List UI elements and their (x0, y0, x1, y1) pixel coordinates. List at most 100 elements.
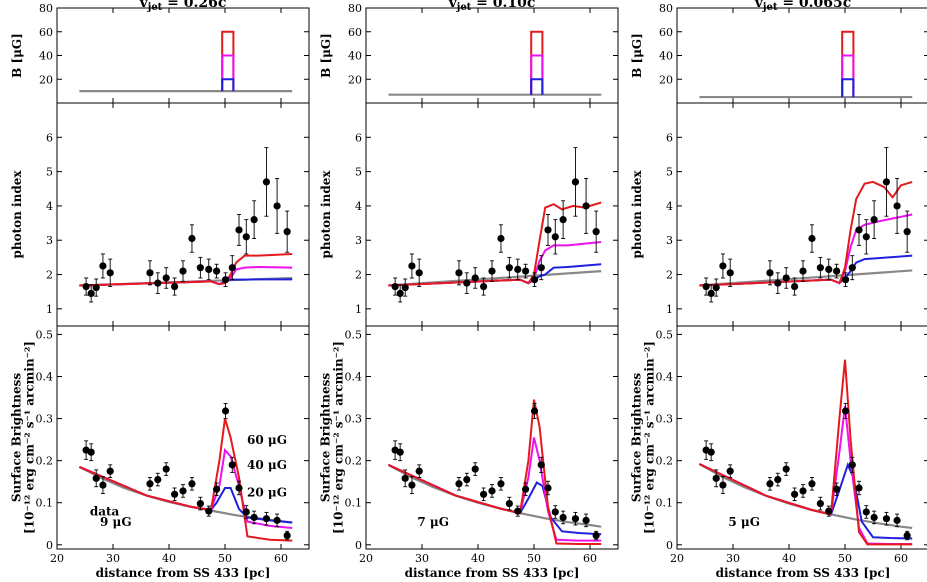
y-tick-label: 0.2 (36, 455, 54, 468)
data-point (799, 267, 807, 275)
data-point (799, 487, 807, 495)
y-tick-label: 0.1 (656, 497, 674, 510)
data-point (488, 267, 496, 275)
data-point (707, 448, 715, 456)
data-point (882, 178, 891, 186)
panel-title-v: v (754, 0, 764, 11)
data-point (816, 264, 824, 272)
data-point (87, 289, 95, 298)
data-point (106, 269, 114, 277)
y-tick-label: 20 (348, 73, 362, 86)
data-point (99, 262, 107, 270)
x-tick-label: 50 (218, 552, 232, 565)
x-tick-label: 60 (894, 552, 908, 565)
data-point (522, 485, 530, 493)
data-point (808, 480, 816, 488)
x-tick-label: 50 (527, 552, 541, 565)
data-point (774, 279, 782, 287)
data-point (154, 475, 162, 484)
y-axis-label: Surface Brightness (630, 373, 644, 503)
y-tick-label: 4 (46, 200, 53, 213)
data-point (707, 289, 715, 298)
x-tick-label: 40 (162, 552, 176, 565)
data-point (571, 178, 580, 186)
data-point (726, 467, 734, 475)
data-point (162, 274, 170, 282)
data-point (162, 465, 170, 473)
plot-frame (56, 102, 310, 327)
data-point (408, 262, 416, 270)
x-tick-label: 30 (415, 552, 429, 565)
panel-title: vjet = 0.26c (139, 0, 227, 13)
data-point (702, 282, 710, 291)
data-point (455, 269, 463, 277)
data-point (816, 499, 824, 508)
data-point (855, 484, 863, 492)
data-point (179, 267, 187, 275)
y-tick-label: 1 (46, 303, 53, 316)
x-tick-label: 20 (359, 552, 373, 565)
data-point (205, 507, 213, 515)
y-tick-label: 6 (666, 131, 673, 144)
x-tick-label: 40 (471, 552, 485, 565)
y-tick-label: 0 (666, 539, 673, 552)
b-field-step-40 (530, 54, 544, 95)
x-tick-label: 60 (274, 552, 288, 565)
y-tick-label: 40 (348, 50, 362, 63)
b-field-step-40 (841, 54, 855, 98)
data-point (415, 467, 423, 475)
data-point (808, 234, 816, 243)
data-point (250, 216, 258, 224)
b-field-step-20 (221, 78, 235, 92)
y-tick-label: 2 (666, 269, 673, 282)
data-point (825, 265, 833, 273)
y-tick-label: 3 (355, 234, 362, 247)
data-point (401, 474, 409, 482)
y-tick-label: 4 (355, 200, 362, 213)
b-field-step-20 (530, 78, 544, 95)
data-point (841, 407, 850, 415)
data-point (455, 480, 463, 488)
y-axis-label: Surface Brightness (10, 373, 24, 503)
data-point (99, 481, 107, 489)
data-point (463, 475, 471, 484)
panel-title: vjet = 0.065c (754, 0, 852, 13)
data-point (463, 279, 471, 287)
y-tick-label: 0 (46, 539, 53, 552)
data-point (196, 264, 204, 272)
plot-frame (365, 325, 619, 550)
data-point (497, 480, 505, 488)
b-field-step-60 (530, 30, 544, 95)
data-point (415, 269, 423, 277)
y-tick-label: 60 (39, 26, 53, 39)
data-point (273, 202, 281, 210)
data-point (782, 274, 790, 282)
data-point (92, 474, 100, 482)
data-point (221, 276, 230, 284)
data-point (228, 264, 236, 272)
x-axis-label: distance from SS 433 [pc] (405, 566, 580, 580)
y-tick-label: 0.3 (345, 413, 363, 426)
y-tick-label: 0.1 (345, 497, 363, 510)
data-point (559, 216, 567, 224)
y-tick-label: 1 (355, 303, 362, 316)
data-point (171, 282, 179, 291)
panel-title-rest: = 0.26c (162, 0, 226, 11)
y-tick-label: 40 (39, 50, 53, 63)
x-tick-label: 50 (838, 552, 852, 565)
data-point (283, 531, 291, 540)
y-tick-label: 6 (46, 131, 53, 144)
data-point (774, 475, 782, 484)
y-axis-label: Surface Brightness (319, 373, 333, 503)
data-point (848, 264, 856, 272)
data-point (283, 228, 291, 236)
panel-title-v: v (139, 0, 149, 11)
data-point (592, 228, 600, 236)
data-point (273, 516, 281, 524)
model-curve-60 (79, 252, 293, 287)
y-tick-label: 3 (46, 234, 53, 247)
data-point (471, 274, 479, 282)
y-tick-label: 0.5 (656, 328, 674, 341)
data-point (903, 228, 911, 236)
data-point (544, 226, 552, 234)
